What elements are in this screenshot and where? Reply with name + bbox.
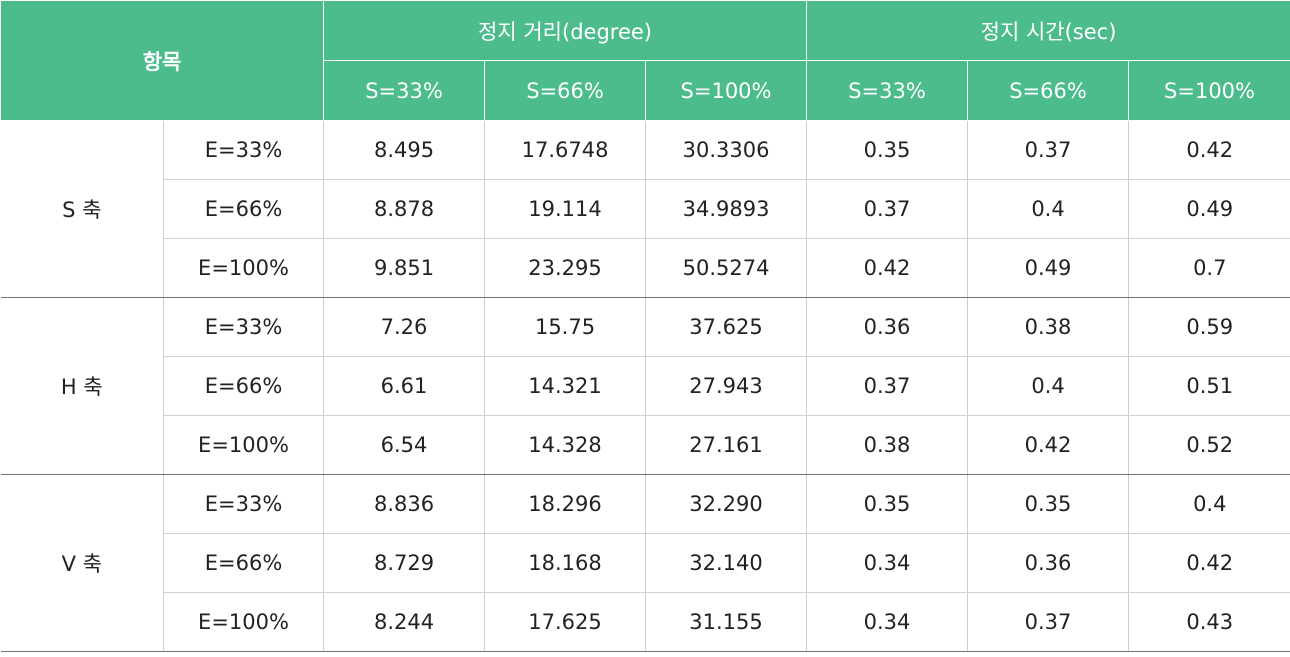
value-cell: 8.878 xyxy=(323,179,486,239)
value-cell: 50.5274 xyxy=(645,238,808,298)
e-label: E=33% xyxy=(162,297,325,357)
value-cell: 32.140 xyxy=(645,533,808,593)
value-cell: 0.4 xyxy=(1128,474,1290,534)
sub-header: S=33% xyxy=(806,60,969,121)
value-cell: 0.49 xyxy=(967,238,1130,298)
e-label: E=66% xyxy=(163,356,325,416)
value-cell: 0.37 xyxy=(806,179,969,239)
e-label: E=100% xyxy=(163,592,325,652)
table-header: 항목 정지 거리(degree) 정지 시간(sec) S=33% S=66% … xyxy=(0,0,1290,121)
sub-header: S=33% xyxy=(323,60,486,121)
value-cell: 0.35 xyxy=(967,474,1130,534)
value-cell: 0.38 xyxy=(806,415,969,475)
value-cell: 27.943 xyxy=(645,356,808,416)
value-cell: 0.37 xyxy=(967,120,1130,180)
value-cell: 0.37 xyxy=(967,592,1130,652)
table-row: E=66% 6.61 14.321 27.943 0.37 0.4 0.51 xyxy=(1,356,1290,416)
value-cell: 31.155 xyxy=(645,592,808,652)
value-cell: 0.35 xyxy=(806,474,969,534)
table-row: S 축 E=33% 8.495 17.6748 30.3306 0.35 0.3… xyxy=(0,120,1290,298)
value-cell: 0.51 xyxy=(1128,356,1290,416)
stop-time-header: 정지 시간(sec) xyxy=(806,0,1290,61)
value-cell: 8.244 xyxy=(323,592,486,652)
value-cell: 18.296 xyxy=(484,474,647,534)
table-row: H 축 E=33% 7.26 15.75 37.625 0.36 0.38 0.… xyxy=(0,297,1290,475)
sub-header: S=66% xyxy=(484,60,647,121)
value-cell: 17.6748 xyxy=(484,120,647,180)
value-cell: 23.295 xyxy=(484,238,647,298)
value-cell: 0.36 xyxy=(967,533,1130,593)
value-cell: 0.34 xyxy=(806,592,969,652)
table-row: E=100% 6.54 14.328 27.161 0.38 0.42 0.52 xyxy=(1,415,1290,475)
e-label: E=66% xyxy=(163,533,325,593)
value-cell: 8.495 xyxy=(323,120,486,180)
value-cell: 32.290 xyxy=(645,474,808,534)
e-label: E=66% xyxy=(163,179,325,239)
value-cell: 6.61 xyxy=(323,356,486,416)
table-row: V 축 E=33% 8.836 18.296 32.290 0.35 0.35 … xyxy=(0,474,1290,652)
value-cell: 0.42 xyxy=(967,415,1130,475)
value-cell: 0.42 xyxy=(1128,120,1290,180)
e-label: E=33% xyxy=(162,474,325,534)
axis-label: S 축 xyxy=(0,120,164,298)
value-cell: 0.34 xyxy=(806,533,969,593)
value-cell: 30.3306 xyxy=(645,120,808,180)
value-cell: 0.59 xyxy=(1128,297,1290,357)
table-row: E=100% 8.244 17.625 31.155 0.34 0.37 0.4… xyxy=(1,592,1290,652)
e-label: E=33% xyxy=(162,120,325,180)
axis-label: H 축 xyxy=(0,297,164,475)
header-row-top: 항목 정지 거리(degree) 정지 시간(sec) xyxy=(0,0,1290,121)
value-cell: 0.36 xyxy=(806,297,969,357)
sub-header: S=100% xyxy=(1128,60,1290,121)
value-cell: 17.625 xyxy=(484,592,647,652)
value-cell: 0.38 xyxy=(967,297,1130,357)
value-cell: 0.52 xyxy=(1128,415,1290,475)
value-cell: 14.321 xyxy=(484,356,647,416)
value-cell: 15.75 xyxy=(484,297,647,357)
value-cell: 18.168 xyxy=(484,533,647,593)
value-cell: 0.43 xyxy=(1128,592,1290,652)
value-cell: 6.54 xyxy=(323,415,486,475)
stop-distance-header: 정지 거리(degree) xyxy=(323,0,808,61)
header-row-sub: S=33% S=66% S=100% S=33% S=66% S=100% xyxy=(1,60,1290,121)
value-cell: 8.729 xyxy=(323,533,486,593)
table-row: E=66% 8.729 18.168 32.140 0.34 0.36 0.42 xyxy=(1,533,1290,593)
value-cell: 0.35 xyxy=(806,120,969,180)
value-cell: 0.7 xyxy=(1128,238,1290,298)
sub-header: S=100% xyxy=(645,60,808,121)
value-cell: 0.42 xyxy=(806,238,969,298)
e-label: E=100% xyxy=(163,238,325,298)
value-cell: 9.851 xyxy=(323,238,486,298)
value-cell: 34.9893 xyxy=(645,179,808,239)
value-cell: 37.625 xyxy=(645,297,808,357)
table-body: S 축 E=33% 8.495 17.6748 30.3306 0.35 0.3… xyxy=(0,120,1290,652)
sub-header: S=66% xyxy=(967,60,1130,121)
e-label: E=100% xyxy=(163,415,325,475)
value-cell: 0.4 xyxy=(967,179,1130,239)
value-cell: 0.4 xyxy=(967,356,1130,416)
value-cell: 27.161 xyxy=(645,415,808,475)
value-cell: 0.49 xyxy=(1128,179,1290,239)
value-cell: 0.42 xyxy=(1128,533,1290,593)
table-row: E=66% 8.878 19.114 34.9893 0.37 0.4 0.49 xyxy=(1,179,1290,239)
value-cell: 7.26 xyxy=(323,297,486,357)
table-row: E=100% 9.851 23.295 50.5274 0.42 0.49 0.… xyxy=(1,238,1290,298)
value-cell: 19.114 xyxy=(484,179,647,239)
item-header: 항목 xyxy=(0,0,325,121)
value-cell: 0.37 xyxy=(806,356,969,416)
axis-label: V 축 xyxy=(0,474,164,652)
value-cell: 8.836 xyxy=(323,474,486,534)
value-cell: 14.328 xyxy=(484,415,647,475)
